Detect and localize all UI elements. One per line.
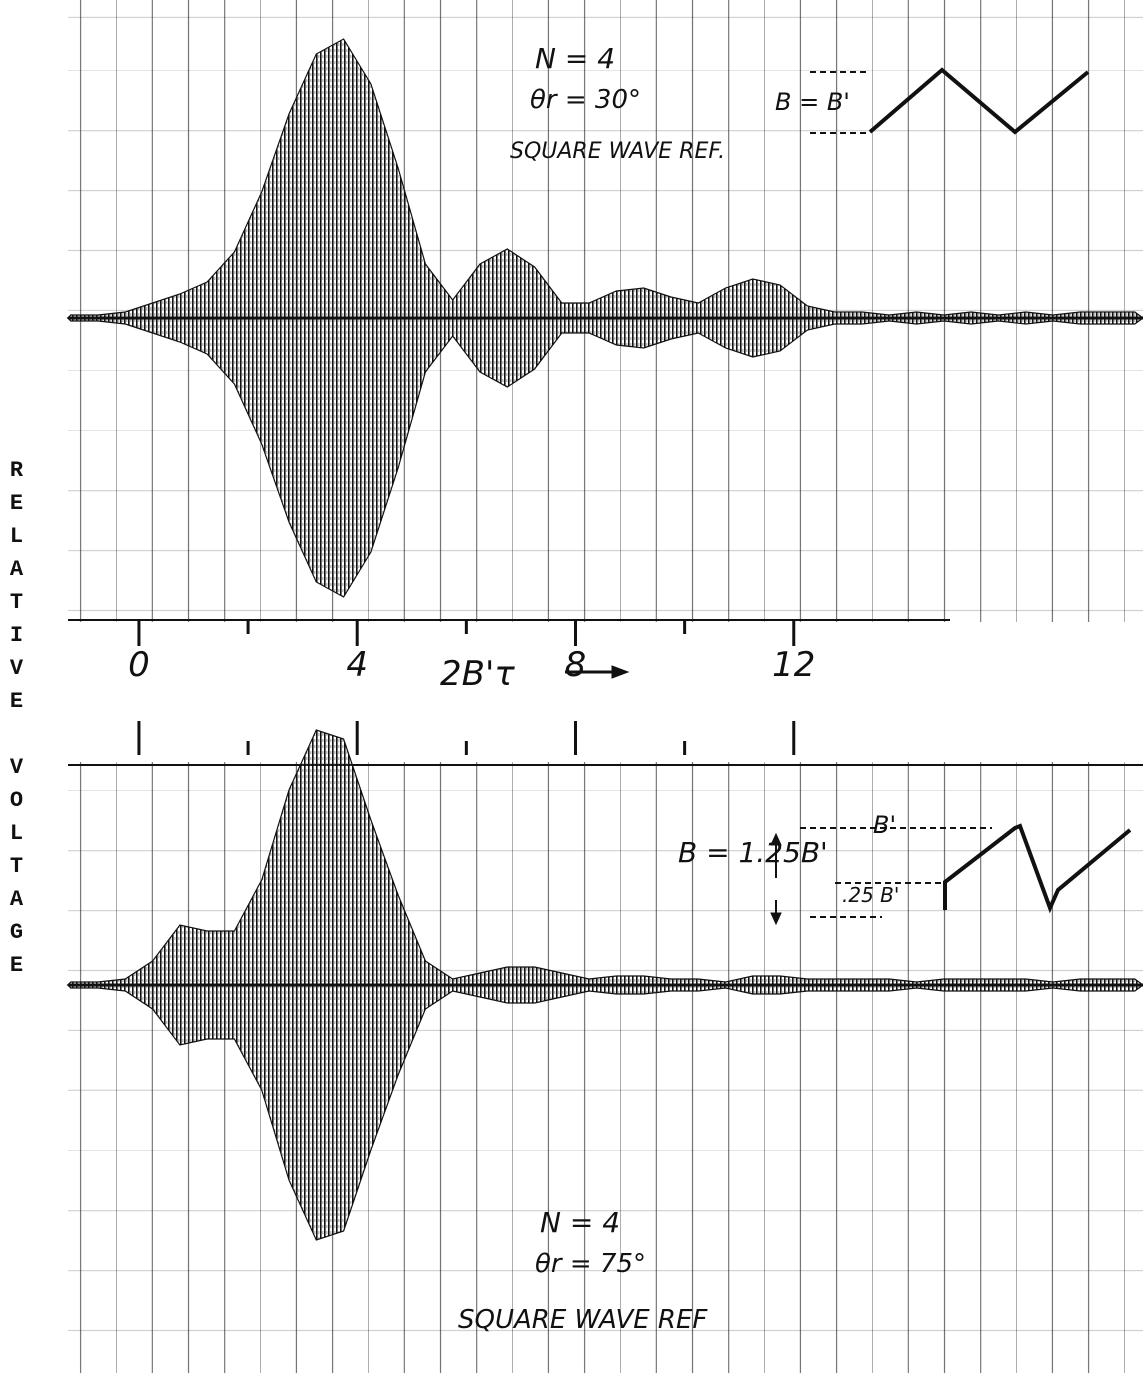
annotation: N = 4 xyxy=(535,42,615,75)
signal-envelope xyxy=(66,984,1143,1241)
annotation: B = B' xyxy=(775,88,850,116)
annotation: B = 1.25B' xyxy=(678,836,828,869)
annotation: B' xyxy=(873,811,896,839)
x-tick-label: 4 xyxy=(346,645,368,685)
inset-sketch xyxy=(565,67,1132,926)
x-tick-label: 8 xyxy=(565,645,587,685)
annotation: θr = 75° xyxy=(535,1249,646,1279)
annotation: .25 B' xyxy=(842,883,899,907)
y-axis-label: RELATIVE VOLTAGE xyxy=(4,458,29,986)
x-tick-label: 0 xyxy=(128,645,150,685)
annotation: SQUARE WAVE REF xyxy=(458,1305,708,1335)
annotation: N = 4 xyxy=(540,1206,620,1239)
signal-envelope xyxy=(66,38,1143,319)
x-axis-label: 2B'τ xyxy=(440,654,515,694)
annotation: SQUARE WAVE REF. xyxy=(510,139,725,164)
signal-envelope xyxy=(66,317,1143,598)
annotation: θr = 30° xyxy=(530,85,641,115)
axis-gap xyxy=(68,622,1143,762)
x-tick-label: 12 xyxy=(772,645,815,685)
signal-envelope xyxy=(66,729,1143,986)
